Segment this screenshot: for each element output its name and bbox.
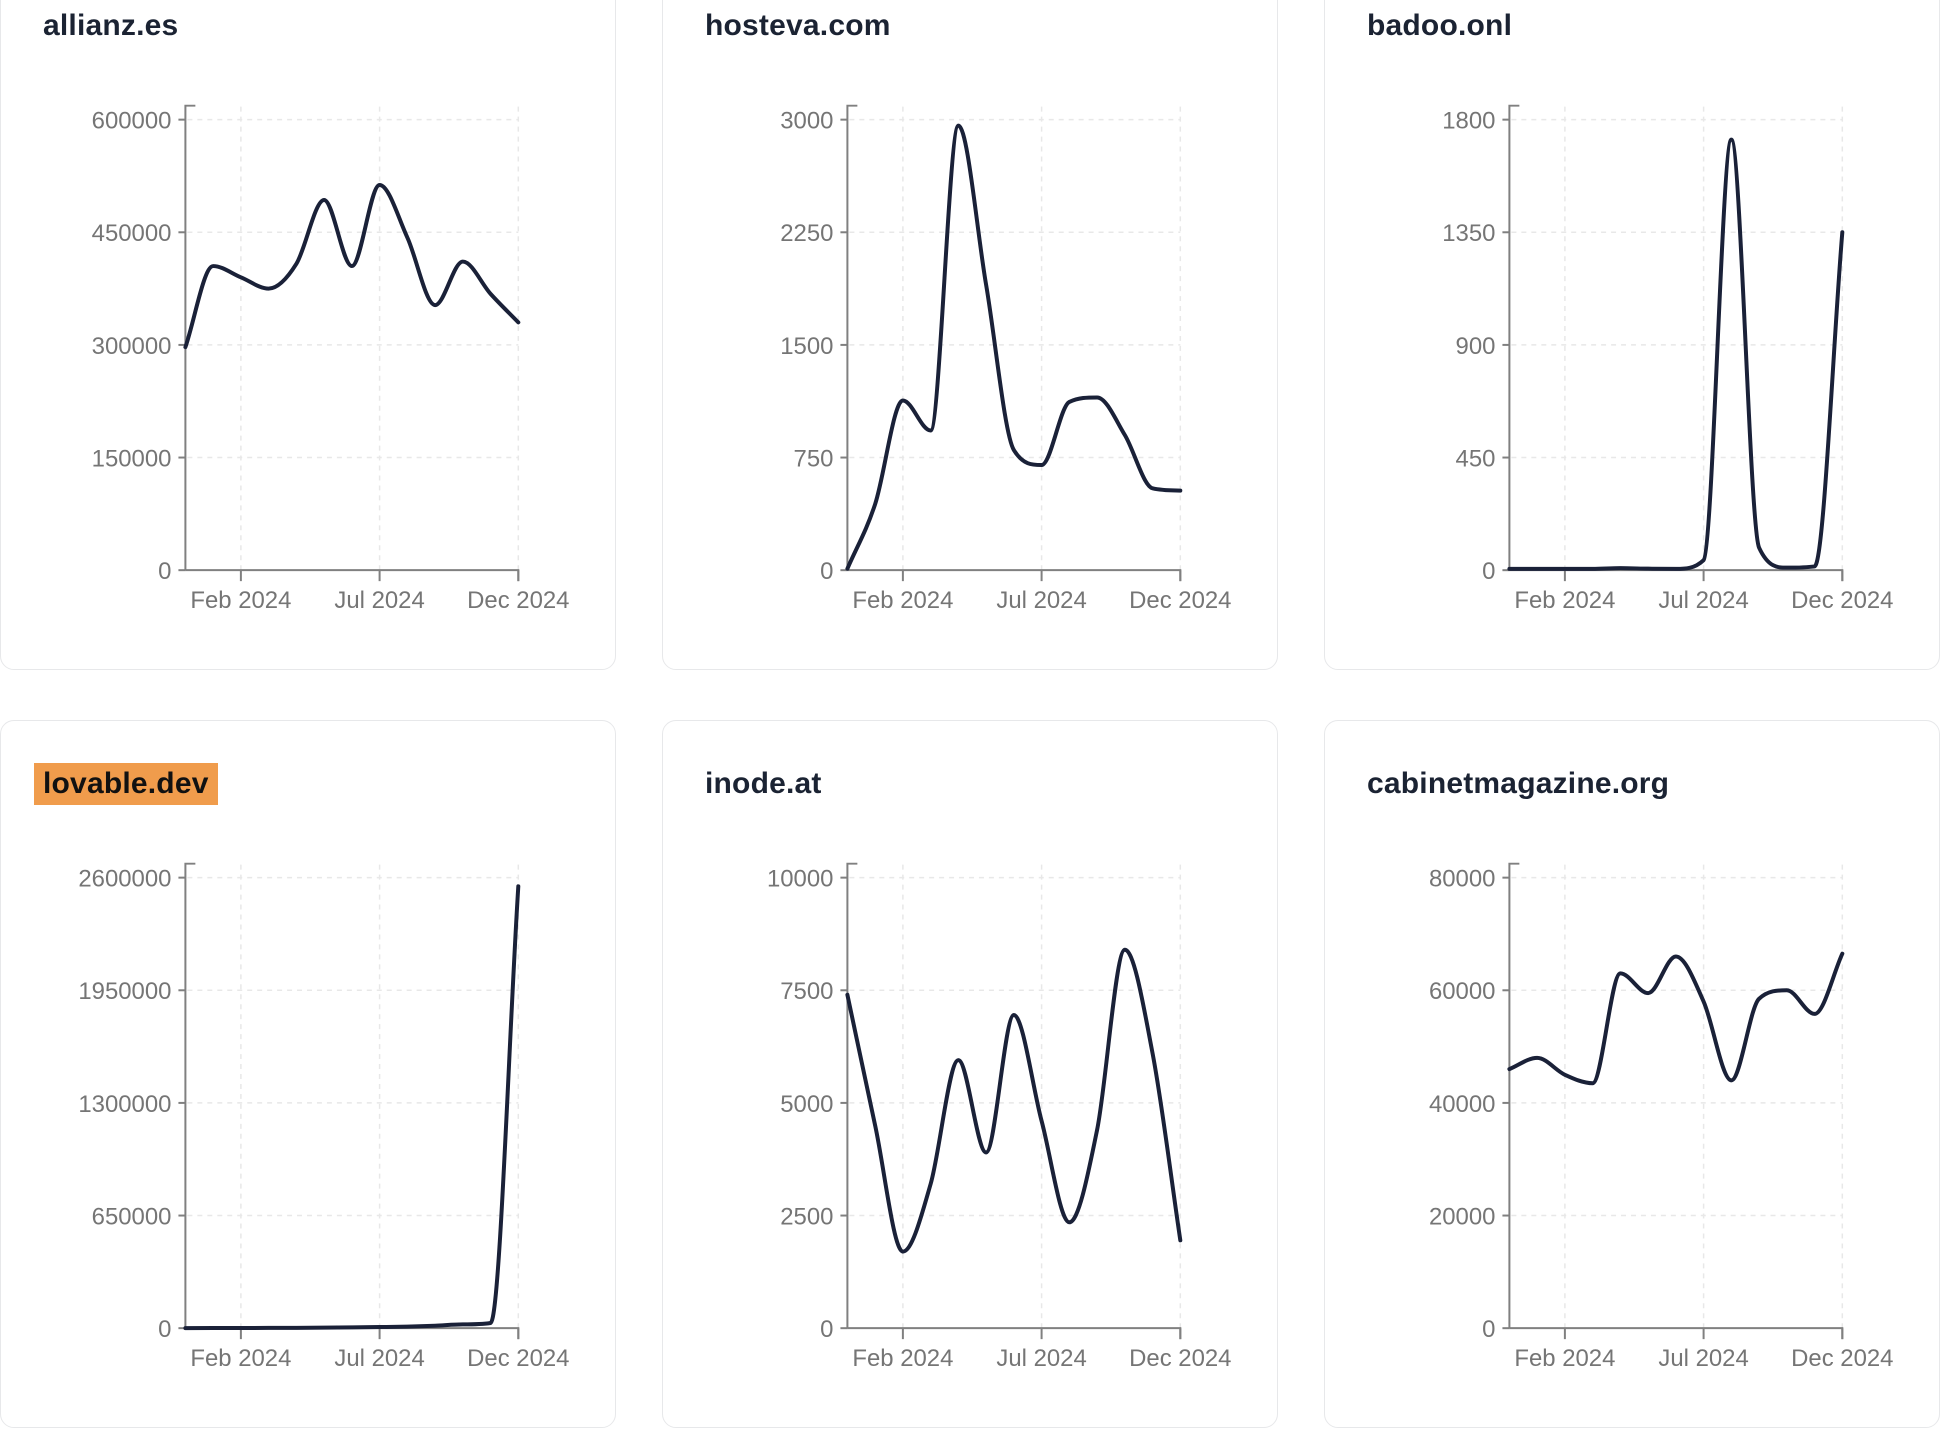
svg-text:Dec 2024: Dec 2024 <box>1791 1345 1893 1372</box>
svg-text:600000: 600000 <box>92 108 172 135</box>
svg-text:900: 900 <box>1456 333 1496 360</box>
svg-text:2600000: 2600000 <box>78 866 171 893</box>
line-chart: 0 150000 300000 450000 600000 Feb 2024 Jul 202… <box>92 104 569 614</box>
svg-text:0: 0 <box>1482 1316 1495 1343</box>
chart-card-hosteva-com: hosteva.com 0 750 1500 2250 3000 Feb 2024 Jul … <box>662 0 1278 670</box>
svg-text:Dec 2024: Dec 2024 <box>1791 587 1893 614</box>
svg-text:650000: 650000 <box>92 1204 172 1231</box>
chart-card-cabinetmagazine-org: cabinetmagazine.org 0 20000 40000 60000 8000… <box>1324 720 1940 1428</box>
chart-card-inode-at: inode.at 0 2500 5000 7500 10000 Feb 2024 Jul 2… <box>662 720 1278 1428</box>
svg-text:Feb 2024: Feb 2024 <box>852 587 953 614</box>
domain-label: hosteva.com <box>705 9 891 42</box>
domain-label: cabinetmagazine.org <box>1367 767 1670 800</box>
svg-text:Jul 2024: Jul 2024 <box>334 1345 424 1372</box>
svg-text:7500: 7500 <box>780 978 833 1005</box>
svg-text:2250: 2250 <box>780 220 833 247</box>
svg-text:450: 450 <box>1456 446 1496 473</box>
svg-text:3000: 3000 <box>780 108 833 135</box>
domain-label-highlighted: lovable.dev <box>34 763 218 805</box>
svg-text:Dec 2024: Dec 2024 <box>1129 587 1231 614</box>
svg-text:Dec 2024: Dec 2024 <box>467 587 569 614</box>
svg-text:1950000: 1950000 <box>78 978 171 1005</box>
domain-label: inode.at <box>705 767 822 800</box>
svg-text:750: 750 <box>794 446 834 473</box>
svg-text:0: 0 <box>158 558 171 585</box>
chart-title: cabinetmagazine.org <box>1367 767 1669 801</box>
svg-text:Jul 2024: Jul 2024 <box>1658 587 1748 614</box>
chart-title: hosteva.com <box>705 9 891 43</box>
svg-text:Feb 2024: Feb 2024 <box>1514 587 1615 614</box>
svg-text:0: 0 <box>158 1316 171 1343</box>
svg-text:Jul 2024: Jul 2024 <box>996 1345 1086 1372</box>
svg-text:Dec 2024: Dec 2024 <box>1129 1345 1231 1372</box>
svg-text:1350: 1350 <box>1442 220 1495 247</box>
chart-card-lovable-dev: lovable.dev 0 650000 1300000 1950000 2600000… <box>0 720 616 1428</box>
svg-text:1300000: 1300000 <box>78 1091 171 1118</box>
chart-title: inode.at <box>705 767 822 801</box>
chart-card-allianz-es: allianz.es 0 150000 300000 450000 600000 Feb … <box>0 0 616 670</box>
line-chart: 0 20000 40000 60000 80000 Feb 2024 Jul 2024 Dec… <box>1429 862 1893 1372</box>
chart-title: badoo.onl <box>1367 9 1512 43</box>
svg-text:Dec 2024: Dec 2024 <box>467 1345 569 1372</box>
chart-card-badoo-onl: badoo.onl 0 450 900 1350 1800 Feb 2024 Jul 202… <box>1324 0 1940 670</box>
svg-text:300000: 300000 <box>92 333 172 360</box>
svg-text:0: 0 <box>1482 558 1495 585</box>
svg-text:60000: 60000 <box>1429 978 1495 1005</box>
svg-text:Feb 2024: Feb 2024 <box>1514 1345 1615 1372</box>
svg-text:0: 0 <box>820 1316 833 1343</box>
svg-text:1800: 1800 <box>1442 108 1495 135</box>
chart-title: allianz.es <box>43 9 178 43</box>
svg-text:Jul 2024: Jul 2024 <box>1658 1345 1748 1372</box>
line-chart: 0 750 1500 2250 3000 Feb 2024 Jul 2024 Dec 2024 <box>780 104 1231 614</box>
svg-text:80000: 80000 <box>1429 866 1495 893</box>
svg-text:Feb 2024: Feb 2024 <box>190 1345 291 1372</box>
svg-text:5000: 5000 <box>780 1091 833 1118</box>
svg-text:Feb 2024: Feb 2024 <box>852 1345 953 1372</box>
svg-text:150000: 150000 <box>92 446 172 473</box>
svg-text:1500: 1500 <box>780 333 833 360</box>
svg-text:Jul 2024: Jul 2024 <box>996 587 1086 614</box>
svg-text:20000: 20000 <box>1429 1204 1495 1231</box>
domain-label: allianz.es <box>43 9 179 42</box>
line-chart: 0 450 900 1350 1800 Feb 2024 Jul 2024 Dec 2024 <box>1442 104 1893 614</box>
svg-text:40000: 40000 <box>1429 1091 1495 1118</box>
line-chart: 0 2500 5000 7500 10000 Feb 2024 Jul 2024 Dec 20… <box>767 862 1231 1372</box>
svg-text:2500: 2500 <box>780 1204 833 1231</box>
svg-text:Jul 2024: Jul 2024 <box>334 587 424 614</box>
svg-text:0: 0 <box>820 558 833 585</box>
svg-text:450000: 450000 <box>92 220 172 247</box>
svg-text:Feb 2024: Feb 2024 <box>190 587 291 614</box>
domain-label: badoo.onl <box>1367 9 1513 42</box>
chart-title: lovable.dev <box>34 763 218 805</box>
line-chart: 0 650000 1300000 1950000 2600000 Feb 2024 Jul … <box>78 862 569 1372</box>
svg-text:10000: 10000 <box>767 866 833 893</box>
